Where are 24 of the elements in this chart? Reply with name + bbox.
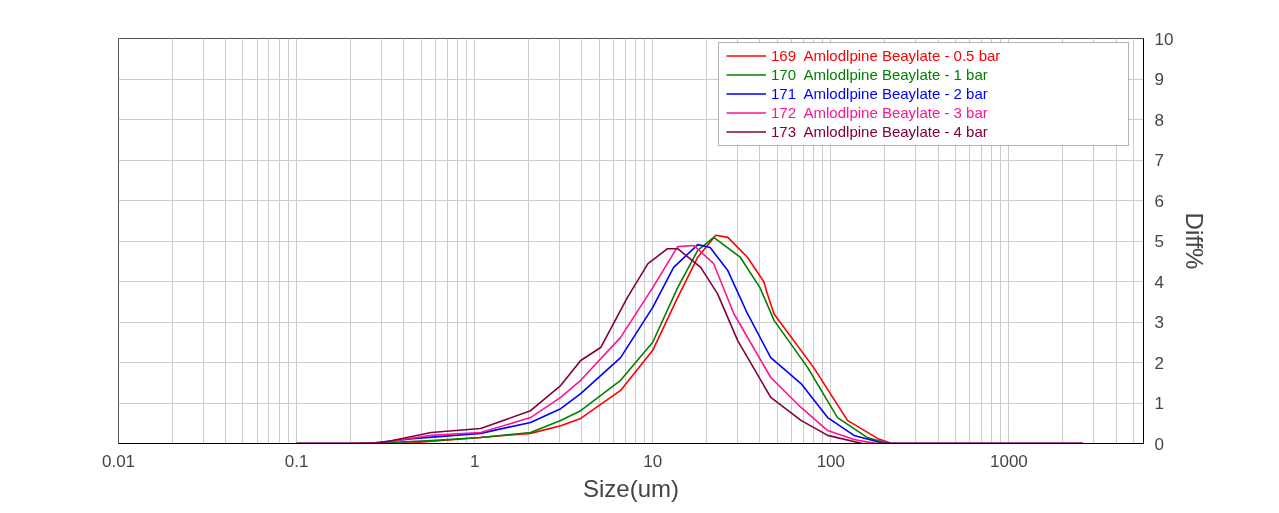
y-tick-label: 6 [1154, 191, 1164, 211]
legend-label: 173 Amlodlpine Beaylate - 4 bar [771, 122, 988, 141]
y-tick-label: 3 [1154, 313, 1164, 332]
y-tick-label: 4 [1154, 272, 1164, 292]
x-tick-label: 0.01 [101, 451, 136, 471]
legend-label: 169 Amlodlpine Beaylate - 0.5 bar [771, 46, 1001, 65]
y-tick-label: 9 [1154, 70, 1164, 89]
x-tick-label: 0.1 [284, 451, 309, 471]
y-tick-label: 5 [1154, 232, 1164, 251]
legend-label: 172 Amlodlpine Beaylate - 3 bar [771, 103, 988, 122]
y-tick-label: 1 [1154, 394, 1164, 413]
y-axis-title: Diff% [1181, 212, 1209, 270]
y-tick-label: 2 [1154, 353, 1164, 373]
y-tick-label: 10 [1154, 29, 1174, 49]
legend-label: 170 Amlodlpine Beaylate - 1 bar [771, 65, 988, 84]
y-tick-label: 0 [1154, 434, 1164, 454]
y-tick-label: 8 [1154, 110, 1164, 130]
x-tick-label: 1 [469, 451, 480, 471]
x-axis-title: Size(um) [582, 474, 680, 502]
y-tick-label: 7 [1154, 151, 1164, 170]
x-tick-label: 100 [816, 451, 846, 471]
x-tick-label: 10 [643, 451, 663, 471]
legend-label: 171 Amlodlpine Beaylate - 2 bar [771, 84, 988, 103]
x-tick-label: 1000 [989, 451, 1028, 471]
